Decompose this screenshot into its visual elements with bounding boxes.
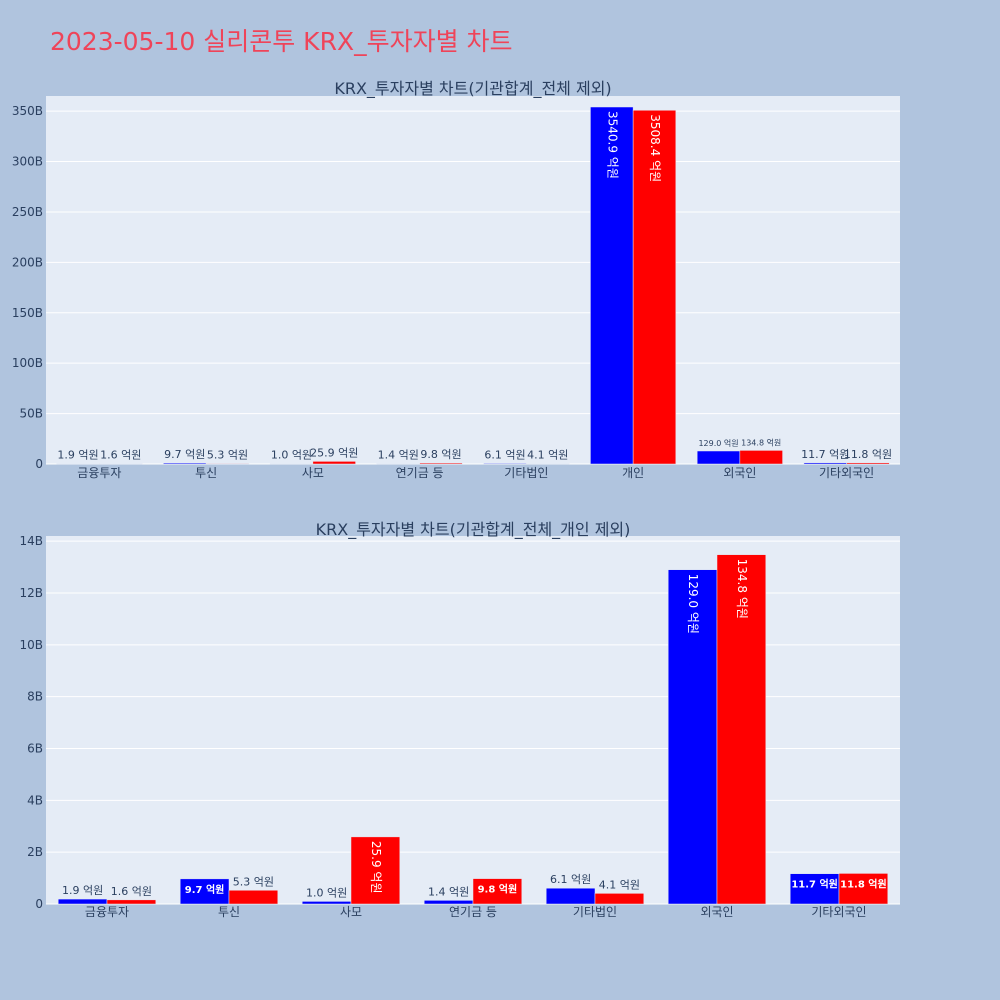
data-label: 4.1 억원: [599, 878, 640, 891]
page-title: 2023-05-10 실리콘투 KRX_투자자별 차트: [50, 27, 513, 56]
bar: [56, 463, 100, 465]
plot-area: [46, 536, 900, 904]
bar: [526, 463, 570, 465]
bar: [179, 878, 230, 905]
bar: [312, 461, 356, 465]
bar: [163, 462, 207, 465]
y-tick-label: 6B: [27, 742, 43, 756]
y-tick-label: 0: [35, 457, 43, 471]
x-tick-label: 기타법인: [573, 905, 617, 919]
data-label: 9.8 억원: [478, 883, 518, 896]
bar: [545, 887, 596, 905]
x-tick-label: 기타법인: [504, 466, 548, 480]
data-label: 3508.4 억원: [648, 114, 662, 182]
chart-title: KRX_투자자별 차트(기관합계_전체 제외): [334, 79, 611, 99]
data-label: 5.3 억원: [207, 448, 248, 461]
bar: [594, 893, 645, 905]
bar: [301, 901, 352, 905]
y-tick-label: 350B: [12, 104, 43, 118]
data-label: 1.9 억원: [62, 884, 103, 897]
y-tick-label: 0: [35, 897, 43, 911]
data-label: 5.3 억원: [233, 875, 274, 888]
bar: [376, 463, 420, 465]
y-tick-label: 200B: [12, 255, 43, 269]
bar: [472, 878, 523, 905]
bar: [739, 450, 783, 465]
x-tick-label: 금융투자: [77, 466, 121, 480]
x-tick-label: 금융투자: [85, 905, 129, 919]
bar: [696, 450, 741, 465]
data-label: 1.9 억원: [57, 449, 98, 462]
data-label: 9.8 억원: [420, 448, 461, 461]
bar: [57, 898, 108, 905]
data-label: 4.1 억원: [527, 449, 568, 462]
x-tick-label: 사모: [340, 905, 362, 919]
x-tick-label: 사모: [302, 466, 324, 480]
plot-area: [46, 96, 900, 464]
data-label: 25.9 억원: [310, 446, 358, 459]
data-label: 9.7 억원: [185, 883, 225, 896]
bar: [716, 554, 767, 905]
y-tick-label: 4B: [27, 793, 43, 807]
bar: [228, 890, 279, 905]
x-tick-label: 연기금 등: [449, 905, 497, 919]
bar: [789, 873, 840, 905]
bar: [483, 463, 527, 465]
data-label: 11.7 억원: [801, 448, 849, 461]
y-tick-label: 14B: [19, 534, 43, 548]
chart-1: 0 50B 100B 150B 200B 250B 300B 350B KRX_투자자별 차트(…: [12, 79, 900, 480]
bar: [423, 900, 474, 905]
bar: [838, 873, 889, 905]
y-tick-label: 10B: [19, 638, 43, 652]
y-tick-label: 2B: [27, 845, 43, 859]
data-label: 3540.9 억원: [605, 111, 619, 179]
x-tick-label: 투신: [195, 466, 217, 480]
data-label: 1.6 억원: [100, 449, 141, 462]
data-label: 6.1 억원: [550, 873, 591, 886]
bar: [419, 462, 463, 465]
y-tick-label: 150B: [12, 306, 43, 320]
x-tick-label: 연기금 등: [396, 466, 444, 480]
data-label: 1.0 억원: [306, 886, 347, 899]
bar: [269, 463, 314, 465]
data-label: 6.1 억원: [484, 448, 525, 461]
x-tick-label: 기타외국인: [811, 905, 866, 919]
data-label: 11.7 억원: [791, 878, 838, 891]
data-label: 1.6 억원: [111, 885, 152, 898]
chart-2: 0 2B 4B 6B 8B 10B 12B 14B KRX_투자자별 차트(기관합계_전체_개인…: [19, 520, 900, 919]
bar: [205, 463, 250, 465]
x-tick-label: 개인: [622, 466, 644, 480]
bar: [99, 463, 143, 465]
y-tick-label: 50B: [19, 407, 43, 421]
data-label: 129.0 억원: [698, 438, 738, 448]
y-tick-label: 12B: [19, 586, 43, 600]
x-tick-label: 외국인: [700, 905, 733, 919]
data-label: 134.8 억원: [741, 437, 781, 447]
x-tick-label: 투신: [218, 905, 240, 919]
data-label: 9.7 억원: [164, 448, 205, 461]
y-tick-label: 300B: [12, 155, 43, 169]
y-tick-label: 8B: [27, 690, 43, 704]
y-tick-label: 250B: [12, 205, 43, 219]
x-tick-label: 기타외국인: [819, 466, 874, 480]
data-label: 1.0 억원: [271, 449, 312, 462]
bar: [350, 836, 401, 905]
chart-title: KRX_투자자별 차트(기관합계_전체_개인 제외): [316, 520, 631, 540]
x-tick-label: 외국인: [723, 466, 756, 480]
bar: [590, 106, 634, 465]
data-label: 11.8 억원: [844, 448, 892, 461]
data-label: 1.4 억원: [428, 885, 469, 898]
bar: [632, 110, 677, 465]
bar: [667, 569, 718, 905]
bar: [106, 899, 157, 905]
y-tick-label: 100B: [12, 356, 43, 370]
data-label: 11.8 억원: [840, 877, 887, 890]
data-label: 129.0 억원: [686, 574, 700, 634]
data-label: 134.8 억원: [735, 559, 749, 619]
bar: [803, 462, 847, 465]
bar: [846, 462, 890, 465]
data-label: 1.4 억원: [378, 449, 419, 462]
data-label: 25.9 억원: [369, 841, 383, 894]
